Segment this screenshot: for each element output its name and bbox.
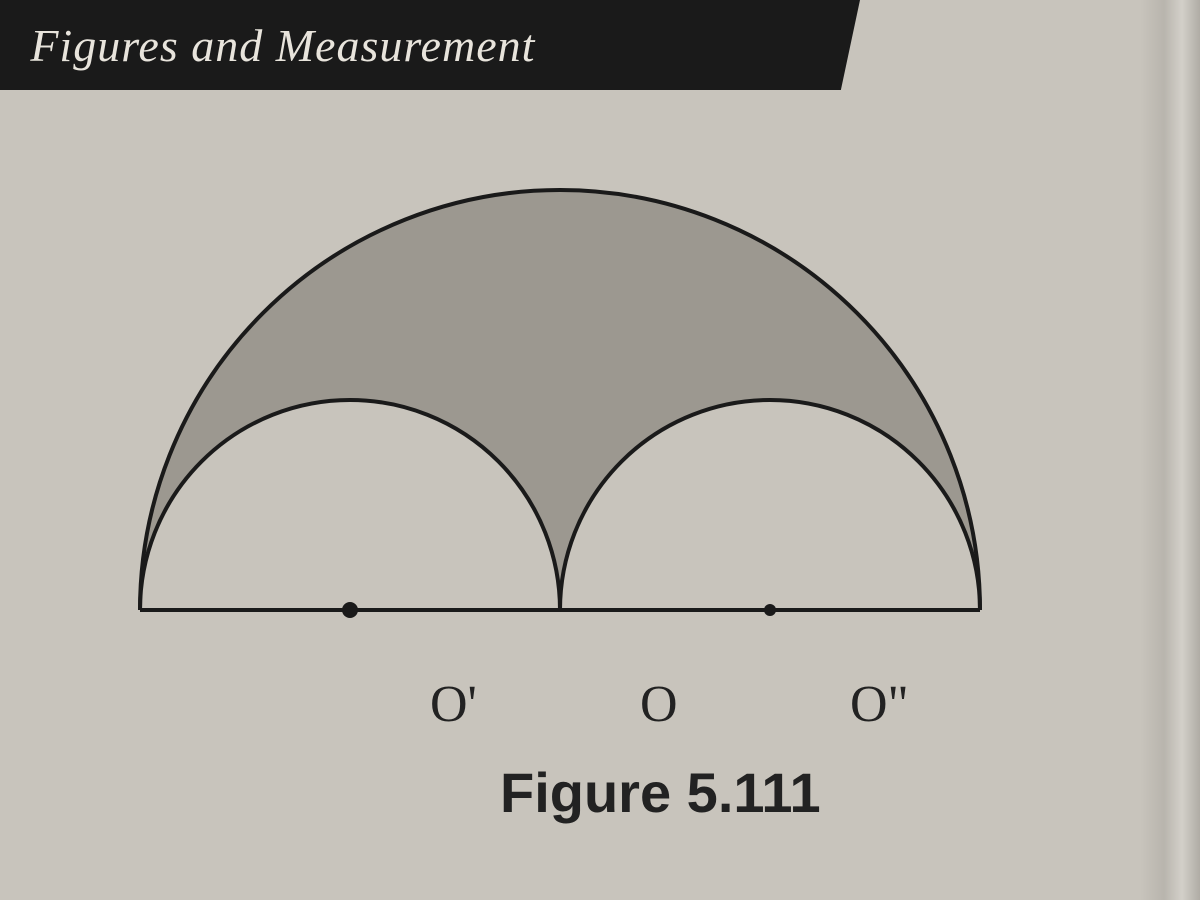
page-root: Figures and Measurement O' O O" Figure 5.1… [0,0,1200,900]
header-title: Figures and Measurement [30,19,535,72]
point-label: O" [850,675,909,734]
page-edge-shadow [1140,0,1200,900]
point-label: O [640,675,678,734]
shaded-region [140,190,980,610]
figure-caption: Figure 5.111 [500,760,821,825]
header-banner: Figures and Measurement [0,0,860,90]
figure-svg [80,140,1040,700]
geometry-diagram [80,140,1040,700]
point-dot [764,604,776,616]
point-dot [342,602,358,618]
point-label: O' [430,675,477,734]
